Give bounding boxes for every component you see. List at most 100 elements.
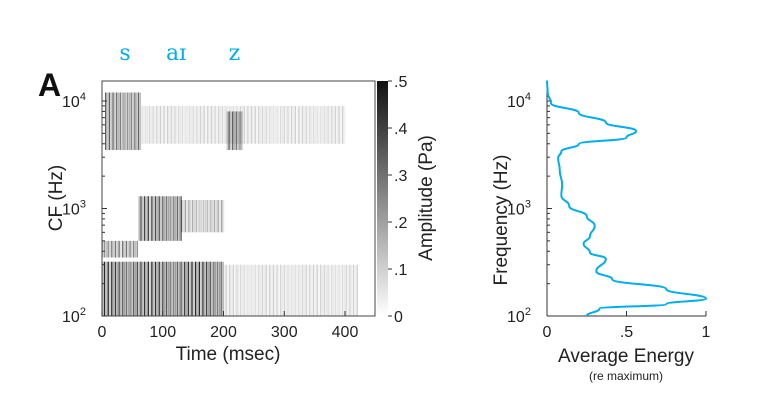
spectrogram-cell xyxy=(221,199,223,233)
spectrogram-cell xyxy=(150,105,152,144)
spectrogram-cell xyxy=(162,196,164,241)
spectrogram-cell xyxy=(163,196,166,241)
spectrogram-cell xyxy=(239,111,241,151)
spectrogram-cell xyxy=(300,105,302,144)
spectrogram-cell xyxy=(114,240,117,258)
spectrogram-cell xyxy=(206,199,208,233)
spectrogram-cell xyxy=(320,264,322,316)
spectrogram-cell xyxy=(267,264,269,316)
spectrogram-cell xyxy=(146,105,149,144)
energy-y-tick-label: 104 xyxy=(507,91,531,111)
spectrogram-cell xyxy=(211,261,213,316)
spectrogram-cell xyxy=(239,105,242,144)
tick-exponent: 2 xyxy=(525,306,531,318)
spectrogram-cell xyxy=(181,105,183,144)
spectrogram-cell xyxy=(223,105,225,144)
spectrogram-cell xyxy=(296,264,298,316)
spectrogram-cell xyxy=(267,105,269,144)
spectrogram-cell xyxy=(329,105,331,144)
spectrogram-cell xyxy=(290,264,293,316)
spectrogram-cell xyxy=(180,261,182,316)
spectrogram-cell xyxy=(140,261,142,316)
spectrogram-cell xyxy=(180,199,183,233)
spectrogram-cell xyxy=(172,105,174,144)
spectrogram-cell xyxy=(118,261,120,316)
spectrogram-cell xyxy=(230,111,232,151)
spectrogram-cell xyxy=(167,105,169,144)
spectrogram-cell xyxy=(263,264,265,316)
spectrogram-cell xyxy=(245,105,247,144)
spectrogram-cell xyxy=(238,264,240,316)
spectrogram-cell xyxy=(287,264,289,316)
spectrogram-cell xyxy=(298,264,300,316)
spectrogram-cell xyxy=(134,261,137,316)
spectrogram-cell xyxy=(259,105,262,144)
spectrogram-cell xyxy=(123,92,125,151)
spectrogram-cell xyxy=(165,261,168,316)
spectrogram-cell xyxy=(178,196,180,241)
spectrogram-cell xyxy=(145,105,147,144)
colorbar-tick-label: .2 xyxy=(394,215,407,232)
spectrogram-cell xyxy=(193,199,196,233)
spectrogram-cell xyxy=(184,199,187,233)
spectrogram-cell xyxy=(300,264,302,316)
spectrogram-cell xyxy=(307,264,309,316)
energy-ylabel: Frequency (Hz) xyxy=(491,155,512,286)
spectrogram-x-tick-label: 200 xyxy=(210,324,237,341)
spectrogram-cell xyxy=(283,105,286,144)
spectrogram-cell xyxy=(241,264,244,316)
spectrogram-cell xyxy=(243,105,245,144)
spectrogram-cell xyxy=(303,105,306,144)
spectrogram-cell xyxy=(232,111,234,151)
energy-y-tick-label: 103 xyxy=(507,199,531,219)
spectrogram-x-tick-label: 300 xyxy=(271,324,298,341)
spectrogram-cell xyxy=(289,105,291,144)
spectrogram-cell xyxy=(147,196,149,241)
spectrogram-cell xyxy=(154,105,156,144)
spectrogram-cell xyxy=(156,261,159,316)
spectrogram-cell xyxy=(204,261,206,316)
spectrogram-cell xyxy=(130,92,132,151)
spectrogram-cell xyxy=(134,92,136,151)
spectrogram-cell xyxy=(314,105,317,144)
spectrogram-cell xyxy=(305,264,307,316)
spectrogram-cell xyxy=(247,105,249,144)
spectrogram-cell xyxy=(325,105,327,144)
spectrogram-cell xyxy=(352,264,355,316)
spectrogram-cell xyxy=(162,261,164,316)
spectrogram-cell xyxy=(111,240,113,258)
spectrogram-cell xyxy=(274,105,276,144)
spectrogram-cell xyxy=(123,261,126,316)
spectrogram-cell xyxy=(110,92,112,151)
spectrogram-cell xyxy=(182,261,184,316)
spectrogram-cell xyxy=(285,105,287,144)
spectrogram-cell xyxy=(331,264,333,316)
spectrogram-cell xyxy=(227,105,229,144)
spectrogram-cell xyxy=(254,105,256,144)
energy-line xyxy=(546,80,708,317)
spectrogram-cell xyxy=(221,105,224,144)
spectrogram-cell xyxy=(316,264,318,316)
spectrogram-cell xyxy=(254,264,256,316)
spectrogram-cell xyxy=(310,105,313,144)
spectrogram-cell xyxy=(118,240,120,258)
spectrogram-cell xyxy=(228,111,230,151)
spectrogram-cell xyxy=(125,261,128,316)
spectrogram-cell xyxy=(151,196,153,241)
spectrogram-cell xyxy=(223,264,225,316)
spectrogram-cell xyxy=(105,261,108,316)
tick-exponent: 2 xyxy=(80,306,86,318)
phoneme-label: z xyxy=(229,41,241,66)
spectrogram-cell xyxy=(214,105,216,144)
spectrogram-cell xyxy=(292,264,295,316)
spectrogram-cell xyxy=(103,240,106,258)
spectrogram-cell xyxy=(334,264,337,316)
spectrogram-cell xyxy=(219,105,222,144)
spectrogram-cell xyxy=(252,105,255,144)
colorbar-label: Amplitude (Pa) xyxy=(416,135,437,261)
spectrogram-cell xyxy=(241,105,244,144)
spectrogram-cell xyxy=(230,264,233,316)
spectrogram-cell xyxy=(263,105,265,144)
spectrogram-cell xyxy=(294,264,296,316)
